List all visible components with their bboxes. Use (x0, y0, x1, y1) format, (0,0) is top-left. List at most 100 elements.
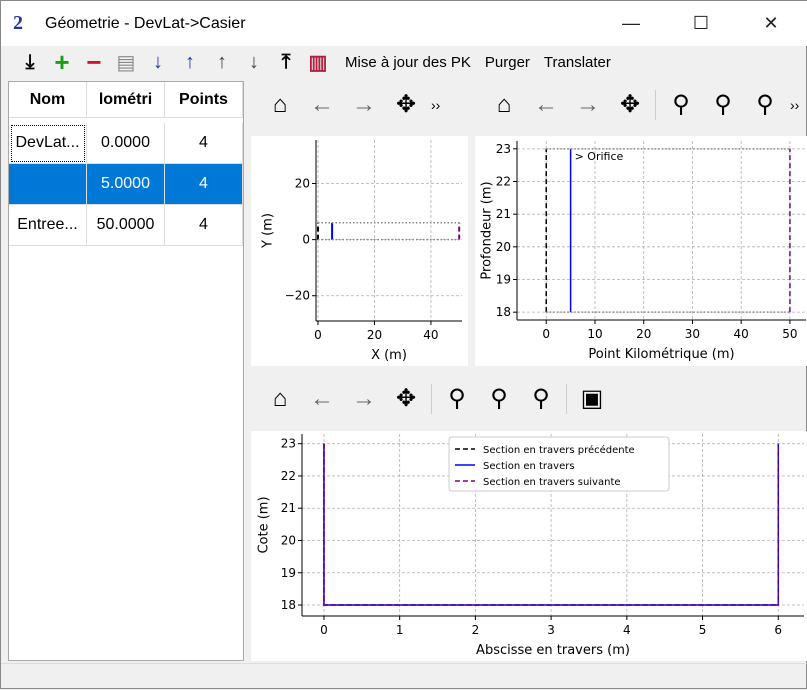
plan-view-plot: 0 20 40 −20 0 20 X (m) Y (m) (251, 136, 468, 366)
cell-pk[interactable]: 50.0000 (87, 205, 165, 246)
cell-pk[interactable]: 5.0000 (87, 164, 165, 205)
x-tick-label: 20 (367, 328, 382, 342)
legend-entry: Section en travers précédente (483, 444, 635, 456)
save-icon[interactable]: ▣ (580, 385, 604, 412)
y-axis-label: Cote (m) (257, 496, 272, 553)
y-axis-label: Profondeur (m) (480, 181, 495, 279)
x-tick-label: 0 (542, 327, 550, 341)
zoom-fit-icon[interactable]: ⚲ (532, 385, 550, 412)
table-header: Nom lométri Points (9, 82, 243, 123)
series-line-2 (323, 443, 780, 606)
maximize-button[interactable]: ☐ (692, 13, 710, 33)
y-axis-label: Y (m) (261, 213, 276, 249)
forward-arrow-icon[interactable]: → (352, 91, 376, 118)
y-tick-label: 23 (281, 437, 296, 451)
y-tick-label: 18 (496, 305, 511, 319)
translate-button[interactable]: Translater (543, 54, 611, 71)
x-tick-label: 2 (472, 623, 480, 637)
window-title: Géometrie - DevLat->Casier (45, 14, 246, 32)
zoom-reset-icon[interactable]: ⚲ (490, 385, 508, 412)
column-header-pk[interactable]: lométri (87, 82, 165, 118)
x-tick-label: 3 (547, 623, 555, 637)
forward-arrow-icon[interactable]: → (352, 385, 376, 412)
x-tick-label: 1 (396, 623, 404, 637)
barcode-icon[interactable]: ▥ (308, 52, 328, 74)
pan-icon[interactable]: ✥ (395, 385, 417, 412)
x-tick-label: 20 (636, 327, 651, 341)
separator (655, 90, 656, 120)
cell-pk[interactable]: 0.0000 (87, 123, 165, 164)
more-tools-button[interactable]: ›› (790, 97, 800, 113)
legend-entry: Section en travers suivante (483, 477, 621, 488)
move-down-icon[interactable]: ↓ (249, 51, 259, 73)
column-header-points[interactable]: Points (165, 82, 243, 118)
table-row-selected[interactable]: 5.0000 4 (9, 164, 243, 205)
y-tick-label: 22 (496, 175, 511, 189)
x-tick-label: 0 (320, 623, 328, 637)
x-tick-label: 40 (734, 327, 749, 341)
import-icon[interactable]: ⤓ (25, 51, 35, 73)
back-arrow-icon[interactable]: ← (534, 91, 558, 118)
app-logo-icon: 2 (13, 11, 23, 34)
close-button[interactable]: ✕ (763, 13, 779, 33)
export-icon[interactable]: ⤒ (281, 51, 291, 73)
x-axis-label: Point Kilométrique (m) (588, 347, 734, 362)
table-row[interactable]: DevLat... 0.0000 4 (9, 123, 243, 164)
add-icon[interactable]: + (54, 47, 70, 77)
more-tools-button[interactable]: ›› (431, 97, 441, 113)
cell-name[interactable]: DevLat... (9, 123, 87, 164)
minimize-button[interactable]: — (622, 13, 640, 33)
column-header-nom[interactable]: Nom (9, 82, 87, 118)
y-tick-label: 21 (496, 207, 511, 221)
remove-icon[interactable]: − (86, 47, 102, 77)
document-icon[interactable]: ▤ (116, 52, 136, 74)
y-tick-label: 22 (281, 469, 296, 483)
back-arrow-icon[interactable]: ← (310, 385, 334, 412)
x-tick-label: 30 (685, 327, 700, 341)
zoom-icon[interactable]: ⚲ (448, 385, 466, 412)
cell-name[interactable] (9, 164, 87, 205)
cell-points[interactable]: 4 (165, 123, 243, 164)
x-axis-label: Abscisse en travers (m) (476, 643, 630, 658)
x-tick-label: 0 (314, 328, 322, 342)
y-tick-label: 23 (496, 142, 511, 156)
purge-button[interactable]: Purger (484, 54, 530, 71)
y-tick-label: 21 (281, 501, 296, 515)
move-up-icon[interactable]: ↑ (217, 51, 227, 73)
update-pk-button[interactable]: Mise à jour des PK (345, 54, 471, 71)
y-tick-label: 19 (281, 566, 296, 580)
legend-box (448, 436, 670, 492)
back-arrow-icon[interactable]: ← (310, 91, 334, 118)
status-bar (1, 663, 807, 690)
pan-icon[interactable]: ✥ (395, 91, 417, 118)
home-icon[interactable]: ⌂ (272, 385, 288, 412)
zoom-fit-icon[interactable]: ⚲ (756, 91, 774, 118)
separator (566, 384, 567, 414)
x-tick-label: 40 (423, 328, 438, 342)
cell-points[interactable]: 4 (165, 164, 243, 205)
legend-entry: Section en travers (483, 461, 575, 472)
profile-plot: 0 10 20 30 40 50 18 19 20 21 22 23 Point Kilométriqu… (475, 136, 807, 366)
table-row[interactable]: Entree... 50.0000 4 (9, 205, 243, 246)
home-icon[interactable]: ⌂ (496, 91, 512, 118)
zoom-reset-icon[interactable]: ⚲ (714, 91, 732, 118)
profile-nav-toolbar: ⌂ ← → ✥ ⚲ ⚲ ⚲ ›› (487, 85, 799, 125)
cross-section-toolbar: ⌂ ← → ✥ ⚲ ⚲ ⚲ ▣ (263, 379, 609, 419)
plan-nav-toolbar: ⌂ ← → ✥ ›› (263, 85, 441, 125)
x-tick-label: 10 (587, 327, 602, 341)
sort-descending-icon[interactable]: ↓ (153, 51, 163, 73)
zoom-icon[interactable]: ⚲ (672, 91, 690, 118)
y-tick-label: 20 (496, 240, 511, 254)
y-tick-label: 0 (302, 233, 310, 247)
cell-name[interactable]: Entree... (9, 205, 87, 246)
home-icon[interactable]: ⌂ (272, 91, 288, 118)
cell-points[interactable]: 4 (165, 205, 243, 246)
sort-ascending-icon[interactable]: ↑ (185, 51, 195, 73)
forward-arrow-icon[interactable]: → (576, 91, 600, 118)
pan-icon[interactable]: ✥ (619, 91, 641, 118)
title-bar: 2 Géometrie - DevLat->Casier — ☐ ✕ (1, 1, 807, 46)
sections-table: Nom lométri Points DevLat... 0.0000 4 5.… (8, 81, 244, 661)
separator (431, 384, 432, 414)
annotation-label: > Orifice (575, 150, 624, 163)
y-tick-label: 20 (281, 533, 296, 547)
